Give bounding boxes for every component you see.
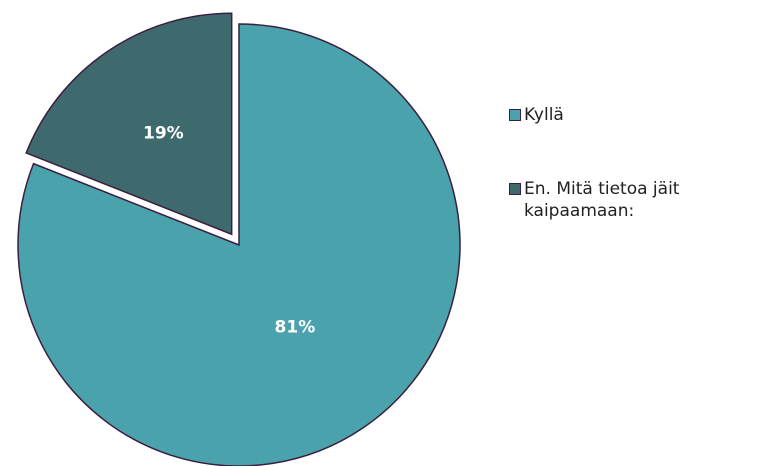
data-label: 19% bbox=[143, 124, 184, 144]
legend-item: En. Mitä tietoa jäit kaipaamaan: bbox=[509, 178, 759, 222]
legend-label: En. Mitä tietoa jäit kaipaamaan: bbox=[524, 179, 680, 221]
legend-item: Kyllä bbox=[509, 104, 759, 126]
legend-swatch bbox=[509, 109, 521, 121]
data-label: 81% bbox=[275, 317, 316, 337]
legend-swatch bbox=[509, 183, 521, 195]
pie-slice bbox=[25, 12, 233, 236]
legend-label: Kyllä bbox=[524, 105, 564, 125]
pie-slice bbox=[17, 23, 461, 466]
